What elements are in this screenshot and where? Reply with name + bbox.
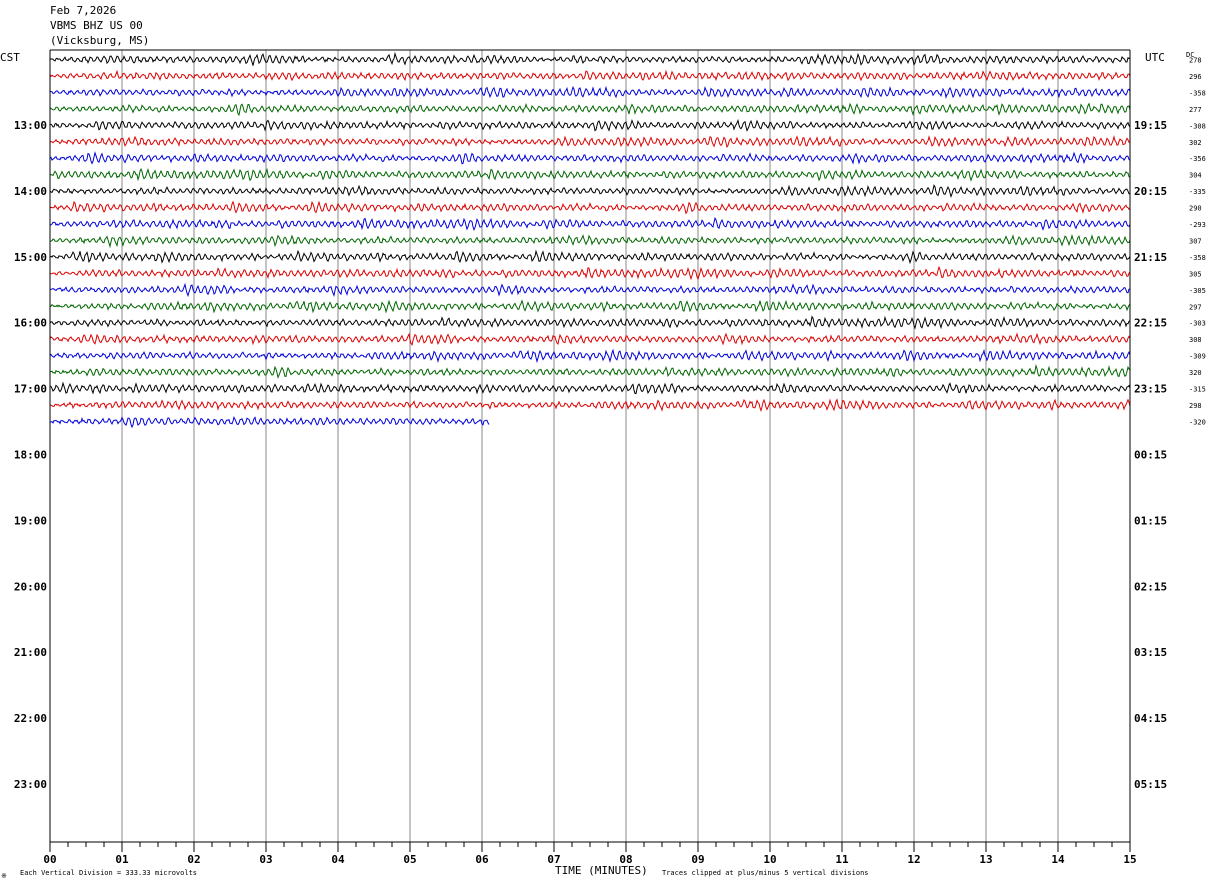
right-hour-label: 02:15 (1134, 580, 1167, 593)
x-tick-label: 14 (1051, 853, 1065, 866)
x-tick-label: 02 (187, 853, 200, 866)
seismic-trace (49, 332, 1131, 346)
seismic-trace (50, 398, 1131, 413)
station-title: VBMS BHZ US 00 (50, 19, 143, 32)
dc-offset-label: -335 (1189, 188, 1206, 196)
dc-offset-label: 296 (1189, 73, 1202, 81)
seismic-trace (49, 299, 1131, 314)
x-tick-label: 07 (547, 853, 560, 866)
seismic-trace (49, 184, 1131, 198)
x-tick-label: 12 (907, 853, 920, 866)
x-tick-label: 00 (43, 853, 56, 866)
dc-offset-label: 308 (1189, 336, 1202, 344)
dc-offset-label: -308 (1189, 122, 1206, 130)
right-hour-label: 04:15 (1134, 712, 1167, 725)
plot-frame (49, 49, 1131, 843)
dc-label: DC (1186, 51, 1194, 59)
right-hour-label: 01:15 (1134, 514, 1167, 527)
dc-offset-label: 302 (1189, 139, 1202, 147)
x-tick-label: 05 (403, 853, 416, 866)
x-tick-label: 13 (979, 853, 992, 866)
seismic-trace (49, 167, 1131, 182)
seismic-trace (49, 135, 1131, 149)
right-timezone-label: UTC (1145, 51, 1165, 64)
left-hour-label: 21:00 (14, 646, 47, 659)
right-hour-label: 03:15 (1134, 646, 1167, 659)
right-hour-label: 19:15 (1134, 119, 1167, 132)
right-hour-label: 00:15 (1134, 449, 1167, 462)
seismic-trace (49, 265, 1131, 281)
seismic-trace (49, 118, 1131, 132)
x-tick-label: 09 (691, 853, 704, 866)
left-hour-label: 14:00 (14, 185, 47, 198)
seismic-trace (49, 416, 490, 429)
left-hour-label: 13:00 (14, 119, 47, 132)
x-axis-label: TIME (MINUTES) (555, 864, 648, 877)
scale-note: Each Vertical Division = 333.33 microvol… (20, 869, 197, 877)
dc-offset-label: 305 (1189, 270, 1202, 278)
x-tick-label: 01 (115, 853, 129, 866)
trace-group (49, 51, 1131, 429)
dc-offset-label: -309 (1189, 353, 1206, 361)
dc-offset-label: -320 (1189, 418, 1206, 426)
seismic-trace (49, 363, 1131, 379)
dc-offset-label: -356 (1189, 155, 1206, 163)
x-tick-label: 10 (763, 853, 776, 866)
dc-offset-label: -293 (1189, 221, 1206, 229)
x-tick-label: 03 (259, 853, 272, 866)
dc-offset-label: 304 (1189, 172, 1202, 180)
seismic-trace (49, 381, 1131, 395)
x-tick-label: 04 (331, 853, 345, 866)
dc-offset-label: 277 (1189, 106, 1202, 114)
axes-labels: 00 01 02 03 04 05 06 07 08 09 10 11 12 13 14 15 13:00 14:… (14, 57, 1206, 867)
seismic-trace (49, 51, 1131, 66)
left-hour-label: 18:00 (14, 449, 47, 462)
seismic-trace (49, 233, 1131, 249)
seismic-trace (49, 282, 1131, 298)
dc-offset-label: 297 (1189, 303, 1202, 311)
dc-offset-label: 320 (1189, 369, 1202, 377)
clip-note: Traces clipped at plus/minus 5 vertical … (662, 869, 869, 877)
x-tick-label: 06 (475, 853, 489, 866)
dc-offset-label: -305 (1189, 287, 1206, 295)
location-title: (Vicksburg, MS) (50, 34, 150, 47)
left-hour-label: 22:00 (14, 712, 47, 725)
left-hour-label: 16:00 (14, 317, 47, 330)
x-tick-label: 15 (1123, 853, 1136, 866)
left-timezone-label: CST (0, 51, 20, 64)
right-hour-label: 05:15 (1134, 778, 1167, 791)
dc-offset-label: 278 (1189, 57, 1202, 65)
seismic-trace (49, 315, 1131, 330)
corner-mark: ※ (1, 872, 7, 880)
right-hour-label: 23:15 (1134, 383, 1167, 396)
seismic-trace (49, 151, 1131, 165)
x-tick-label: 08 (619, 853, 632, 866)
seismic-trace (49, 69, 1131, 82)
dc-offset-label: -303 (1189, 320, 1206, 328)
dc-offset-label: -358 (1189, 89, 1206, 97)
right-hour-label: 20:15 (1134, 185, 1167, 198)
dc-offset-label: -358 (1189, 254, 1206, 262)
seismic-trace (49, 249, 1131, 265)
seismic-trace (49, 85, 1131, 100)
left-hour-label: 23:00 (14, 778, 47, 791)
left-hour-label: 19:00 (14, 514, 47, 527)
right-hour-label: 21:15 (1134, 251, 1167, 264)
dc-offset-label: 307 (1189, 237, 1202, 245)
date-title: Feb 7,2026 (50, 4, 117, 17)
seismic-trace (49, 200, 1131, 215)
left-hour-label: 20:00 (14, 580, 47, 593)
dc-offset-label: -315 (1189, 386, 1206, 394)
seismic-trace (49, 348, 1131, 364)
dc-offset-label: 290 (1189, 205, 1202, 213)
seismic-trace (49, 216, 1131, 232)
right-hour-label: 22:15 (1134, 317, 1167, 330)
left-hour-label: 17:00 (14, 383, 47, 396)
dc-offset-label: 298 (1189, 402, 1202, 410)
seismic-trace (49, 102, 1131, 117)
x-tick-label: 11 (835, 853, 849, 866)
minute-grid (121, 50, 1059, 842)
left-hour-label: 15:00 (14, 251, 47, 264)
